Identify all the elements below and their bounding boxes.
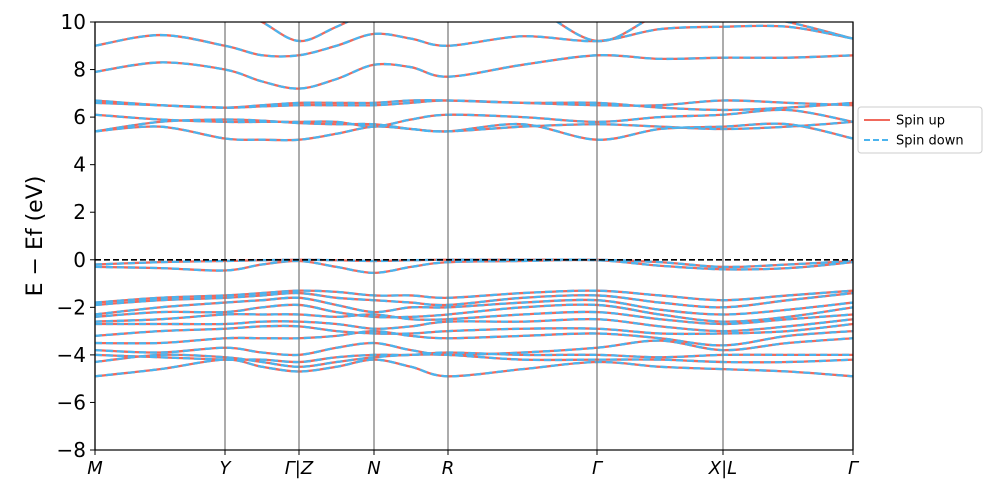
band-line — [259, 22, 853, 43]
y-tick-label: −8 — [57, 438, 86, 462]
band-line — [95, 291, 853, 309]
band-line — [95, 337, 853, 357]
legend-label: Spin up — [896, 114, 945, 129]
band-line — [95, 258, 853, 269]
x-tick-label: Γ — [848, 458, 860, 479]
y-tick-label: 0 — [73, 248, 86, 272]
y-tick-label: 2 — [73, 200, 86, 224]
band-line — [95, 118, 853, 133]
y-tick-label: −4 — [57, 343, 86, 367]
bands-layer — [95, 22, 853, 378]
band-line — [95, 24, 853, 58]
band-line — [259, 22, 853, 43]
band-line — [95, 329, 853, 347]
x-tick-label: Y — [220, 458, 233, 479]
legend-box — [857, 106, 983, 154]
x-tick-label: R — [442, 458, 455, 479]
y-tick-label: −6 — [57, 390, 86, 414]
band-line — [95, 53, 853, 90]
band-line — [95, 358, 853, 378]
y-tick-label: −2 — [57, 295, 86, 319]
band-line — [95, 122, 853, 142]
band-line — [95, 317, 853, 333]
band-line — [95, 289, 853, 304]
x-tick-label: M — [87, 458, 103, 479]
y-axis-label: E − Ef (eV) — [23, 176, 48, 297]
band-line — [95, 353, 853, 368]
band-line — [95, 296, 853, 316]
band-line — [95, 53, 853, 90]
plot-frame — [94, 21, 854, 451]
legend-label: Spin down — [896, 134, 964, 149]
x-tick-label: X|L — [708, 458, 737, 479]
y-tick-label: 8 — [73, 58, 86, 82]
band-line — [95, 108, 853, 128]
band-line — [95, 99, 853, 112]
y-tick-label: 6 — [73, 105, 86, 129]
band-line — [95, 108, 853, 128]
y-tick-label: 4 — [73, 153, 86, 177]
band-line — [95, 258, 853, 275]
y-tick-label: 10 — [61, 10, 86, 34]
band-line — [95, 310, 853, 326]
x-tick-label: N — [367, 458, 380, 479]
x-tick-label: Γ|Z — [285, 458, 314, 479]
x-tick-label: Γ — [592, 458, 604, 479]
band-line — [95, 303, 853, 323]
band-line — [95, 322, 853, 338]
